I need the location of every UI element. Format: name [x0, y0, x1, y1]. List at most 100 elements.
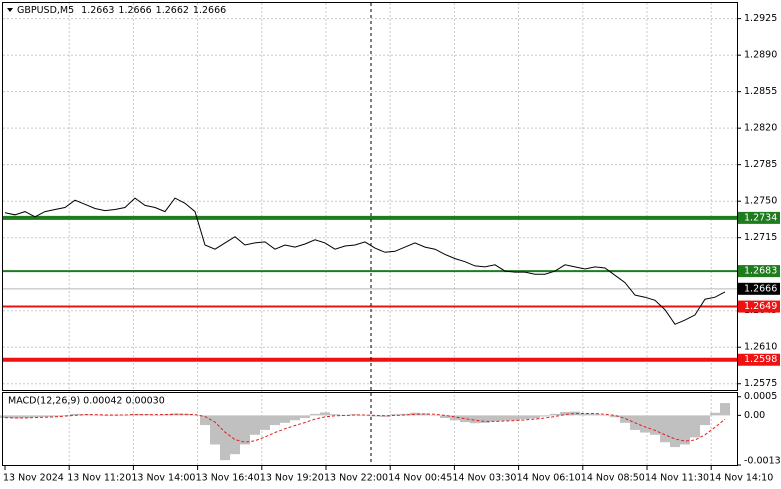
- price-tag: [738, 353, 780, 366]
- macd-bar: [40, 415, 50, 417]
- macd-bar: [670, 415, 680, 448]
- macd-bar: [100, 415, 110, 416]
- macd-bar: [70, 413, 80, 416]
- labels: GBPUSD,M5 1.2663 1.2666 1.2662 1.2666 MACD(1…: [3, 5, 781, 484]
- macd-bar: [700, 415, 710, 426]
- price-tag-label: 1.2734: [744, 212, 777, 223]
- macd-bar: [250, 415, 260, 435]
- macd-bar: [210, 415, 220, 445]
- macd-bar: [490, 415, 500, 422]
- y-tick-label: 1.2820: [744, 123, 777, 134]
- macd-bar: [200, 415, 210, 426]
- macd-bar: [400, 413, 410, 416]
- price-line: [4, 197, 726, 325]
- macd-bar: [480, 415, 490, 423]
- x-tick-label: 13 Nov 14:00: [131, 473, 195, 484]
- macd-bar: [600, 415, 610, 416]
- macd-bar: [310, 413, 320, 416]
- macd-bar: [580, 413, 590, 416]
- macd-bar: [340, 415, 350, 416]
- macd-bar: [260, 415, 270, 430]
- macd-bar: [110, 415, 120, 416]
- macd-bar: [230, 415, 240, 455]
- ohlc-value: 1.2666: [193, 5, 226, 16]
- x-tick-label: 13 Nov 11:20: [67, 473, 131, 484]
- price-tag: [738, 211, 780, 224]
- macd-bar: [370, 415, 380, 417]
- macd-bar: [460, 415, 470, 423]
- macd-bar: [150, 415, 160, 416]
- macd-bar: [270, 415, 280, 426]
- macd-bar: [720, 403, 730, 416]
- macd-bar: [330, 414, 340, 416]
- macd-bar: [320, 412, 330, 416]
- ohlc-value: 1.2662: [156, 5, 189, 16]
- macd-bar: [300, 415, 310, 418]
- macd-bar: [0, 415, 10, 418]
- macd-bar: [220, 415, 230, 461]
- ohlc-value: 1.2666: [118, 5, 151, 16]
- macd-bar: [530, 415, 540, 419]
- price-tag-label: 1.2683: [744, 266, 777, 277]
- macd-bar: [350, 414, 360, 416]
- macd-y-tick-label: -0.00133: [744, 456, 781, 467]
- macd-bar: [570, 411, 580, 416]
- x-tick-label: 14 Nov 03:30: [452, 473, 516, 484]
- x-tick-label: 14 Nov 06:10: [517, 473, 581, 484]
- x-tick-label: 13 Nov 2024: [3, 473, 64, 484]
- macd-bar: [640, 415, 650, 433]
- x-tick-label: 14 Nov 11:30: [645, 473, 709, 484]
- macd-bar: [420, 413, 430, 416]
- macd-bar: [500, 415, 510, 421]
- symbol-header: GBPUSD,M5 1.2663 1.2666 1.2662 1.2666: [17, 5, 226, 16]
- y-tick-label: 1.2925: [744, 13, 777, 24]
- macd-bar: [50, 415, 60, 417]
- macd-frame: [2, 392, 738, 466]
- macd-bar: [680, 415, 690, 445]
- x-tick-label: 13 Nov 22:00: [324, 473, 388, 484]
- main-frame: [2, 2, 738, 391]
- macd-bar: [540, 415, 550, 417]
- macd-bar: [590, 413, 600, 416]
- macd-bar: [470, 415, 480, 424]
- macd-bar: [30, 415, 40, 418]
- y-tick-label: 1.2750: [744, 196, 777, 207]
- price-tag-label: 1.2598: [744, 354, 777, 365]
- macd-bar: [190, 415, 200, 416]
- y-tick-label: 1.2610: [744, 342, 777, 353]
- macd-bar: [410, 412, 420, 416]
- macd-bar: [380, 415, 390, 417]
- y-tick-label: 1.2890: [744, 50, 777, 61]
- macd-bar: [690, 415, 700, 438]
- macd-bar: [390, 414, 400, 416]
- x-tick-label: 14 Nov 00:45: [388, 473, 452, 484]
- macd-bar: [90, 415, 100, 416]
- macd-bar: [710, 412, 720, 416]
- macd-bar: [240, 415, 250, 445]
- macd-bar: [520, 415, 530, 420]
- symbol-arrow: [7, 8, 13, 12]
- macd-title: MACD(12,26,9) 0.00042 0.00030: [8, 396, 165, 407]
- price-tag-label: 1.2666: [744, 283, 777, 294]
- macd-bar: [650, 415, 660, 435]
- x-tick-label: 14 Nov 14:10: [709, 473, 773, 484]
- x-tick-label: 13 Nov 16:40: [196, 473, 260, 484]
- ohlc-value: 1.2663: [81, 5, 114, 16]
- macd-bar: [20, 415, 30, 418]
- macd-bar: [60, 415, 70, 416]
- price-tag: [738, 265, 780, 278]
- macd-bar: [510, 415, 520, 421]
- macd-bar: [610, 415, 620, 418]
- symbol: GBPUSD,M5: [17, 5, 74, 16]
- price-tag: [738, 300, 780, 313]
- y-tick-label: 1.2785: [744, 159, 777, 170]
- macd-bar: [280, 415, 290, 423]
- macd-bar: [450, 415, 460, 421]
- macd-bar: [550, 413, 560, 416]
- macd-bar: [290, 415, 300, 421]
- macd-y-tick-label: 0.0005: [744, 391, 777, 402]
- macd-bar: [660, 415, 670, 443]
- macd-bar: [560, 412, 570, 416]
- x-tick-label: 13 Nov 19:20: [260, 473, 324, 484]
